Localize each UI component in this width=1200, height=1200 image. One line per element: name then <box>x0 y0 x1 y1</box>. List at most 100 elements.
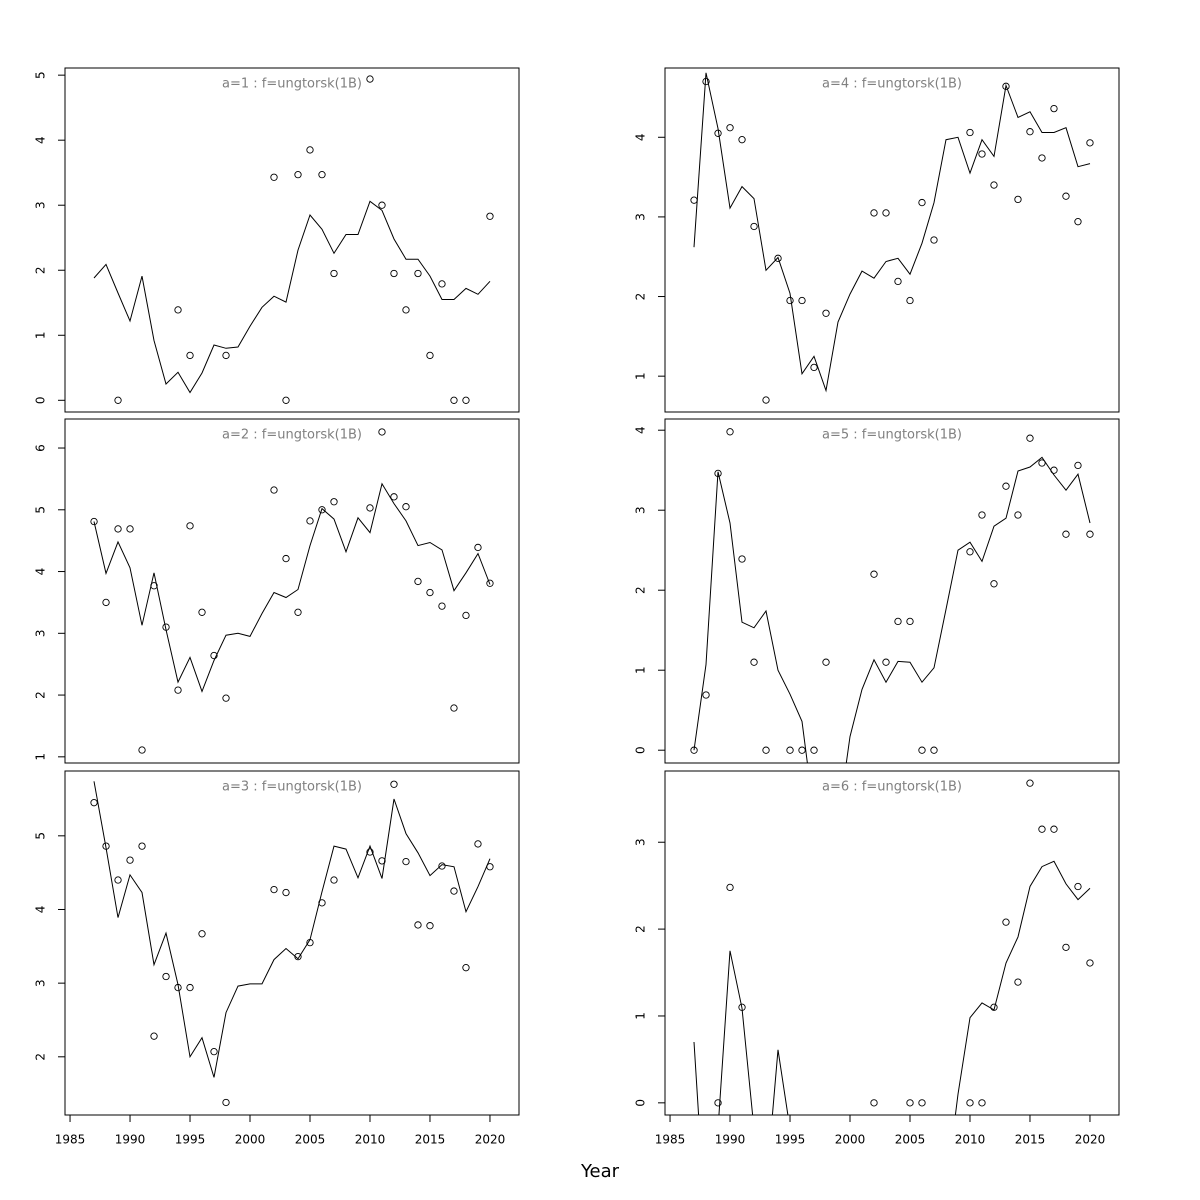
panel-frame <box>64 67 520 413</box>
observation <box>726 428 734 436</box>
observation <box>402 857 410 866</box>
observation <box>90 799 98 807</box>
panel-frame <box>64 770 520 1116</box>
panel-title: a=2 : f=ungtorsk(1B) <box>222 428 362 443</box>
y-tick-label: 4 <box>34 568 48 576</box>
y-tick-label: 1 <box>634 372 648 380</box>
x-tick-label: 1990 <box>115 1133 146 1147</box>
y-tick-label: 2 <box>34 691 48 699</box>
observation <box>306 938 314 947</box>
observation <box>726 124 734 132</box>
observation <box>306 146 314 154</box>
observation <box>810 363 818 372</box>
observation <box>186 522 194 530</box>
y-tick-label: 3 <box>634 838 648 846</box>
observation <box>774 254 782 262</box>
observation <box>786 296 794 305</box>
x-tick-label: 2000 <box>835 1133 866 1147</box>
observation <box>174 686 182 694</box>
observation <box>222 351 230 360</box>
y-tick-label: 1 <box>34 331 48 339</box>
observation <box>978 511 986 519</box>
plot-area <box>693 779 1094 1115</box>
observation <box>102 598 110 607</box>
y-tick-label: 1 <box>634 1012 648 1020</box>
observation <box>726 883 734 892</box>
observation <box>1002 918 1010 926</box>
y-tick-label: 0 <box>34 396 48 404</box>
observation <box>282 554 290 563</box>
panel-title: a=4 : f=ungtorsk(1B) <box>822 77 962 92</box>
observation <box>750 658 758 666</box>
y-tick-label: 2 <box>34 1053 48 1061</box>
fit-line <box>93 200 491 394</box>
panel-frame <box>664 67 1120 413</box>
observation <box>318 506 326 514</box>
observation <box>162 623 170 631</box>
observation <box>330 269 338 278</box>
observation <box>114 396 122 404</box>
observation <box>1038 154 1046 162</box>
observation <box>366 504 374 512</box>
y-tick-label: 2 <box>34 266 48 274</box>
x-tick-label: 2000 <box>235 1133 266 1147</box>
observation <box>318 170 326 179</box>
observation <box>966 128 974 137</box>
observation <box>486 212 494 220</box>
plot-area <box>90 428 494 754</box>
observation <box>426 588 434 597</box>
observation <box>462 964 470 972</box>
observation <box>990 181 998 189</box>
observation <box>402 503 410 511</box>
observation <box>762 396 770 404</box>
observation <box>450 887 458 895</box>
observation <box>486 579 494 587</box>
panel-frame <box>664 418 1120 764</box>
observation <box>1062 192 1070 200</box>
observation <box>426 351 434 360</box>
panel-frame <box>664 770 1120 1116</box>
y-tick-label: 4 <box>34 136 48 144</box>
observation <box>462 396 470 404</box>
observation <box>810 746 818 754</box>
panel-title: a=6 : f=ungtorsk(1B) <box>822 780 962 795</box>
observation <box>162 972 170 981</box>
observation <box>906 296 914 305</box>
observation <box>702 77 710 86</box>
observation <box>738 555 746 563</box>
observation <box>270 885 278 894</box>
observation <box>414 269 422 278</box>
x-tick-label: 2010 <box>955 1133 986 1147</box>
observation <box>798 746 806 754</box>
observation <box>714 469 722 478</box>
x-tick-label: 1985 <box>55 1133 86 1147</box>
x-tick-label: 2015 <box>415 1133 446 1147</box>
panel-title: a=5 : f=ungtorsk(1B) <box>822 428 962 443</box>
x-tick-label: 1995 <box>775 1133 806 1147</box>
observation <box>330 498 338 506</box>
observation <box>222 694 230 702</box>
observation <box>1086 959 1094 967</box>
x-tick-label: 2015 <box>1015 1133 1046 1147</box>
observation <box>450 704 458 712</box>
observation <box>870 570 878 578</box>
observation <box>486 863 494 871</box>
fit-line <box>93 781 491 1078</box>
observation <box>378 201 386 209</box>
y-tick-label: 6 <box>34 444 48 452</box>
observation <box>882 209 890 217</box>
observation <box>930 236 938 244</box>
observation <box>474 840 482 848</box>
observation <box>822 658 830 666</box>
observation <box>1026 779 1034 787</box>
observation <box>1050 825 1058 833</box>
fit-line <box>693 860 1091 1115</box>
y-tick-label: 2 <box>634 586 648 594</box>
observation <box>294 952 302 961</box>
fit-line <box>93 482 491 693</box>
observation <box>150 1032 158 1040</box>
observation <box>690 746 698 754</box>
observation <box>282 396 290 404</box>
y-tick-label: 1 <box>634 666 648 674</box>
observation <box>330 876 338 884</box>
